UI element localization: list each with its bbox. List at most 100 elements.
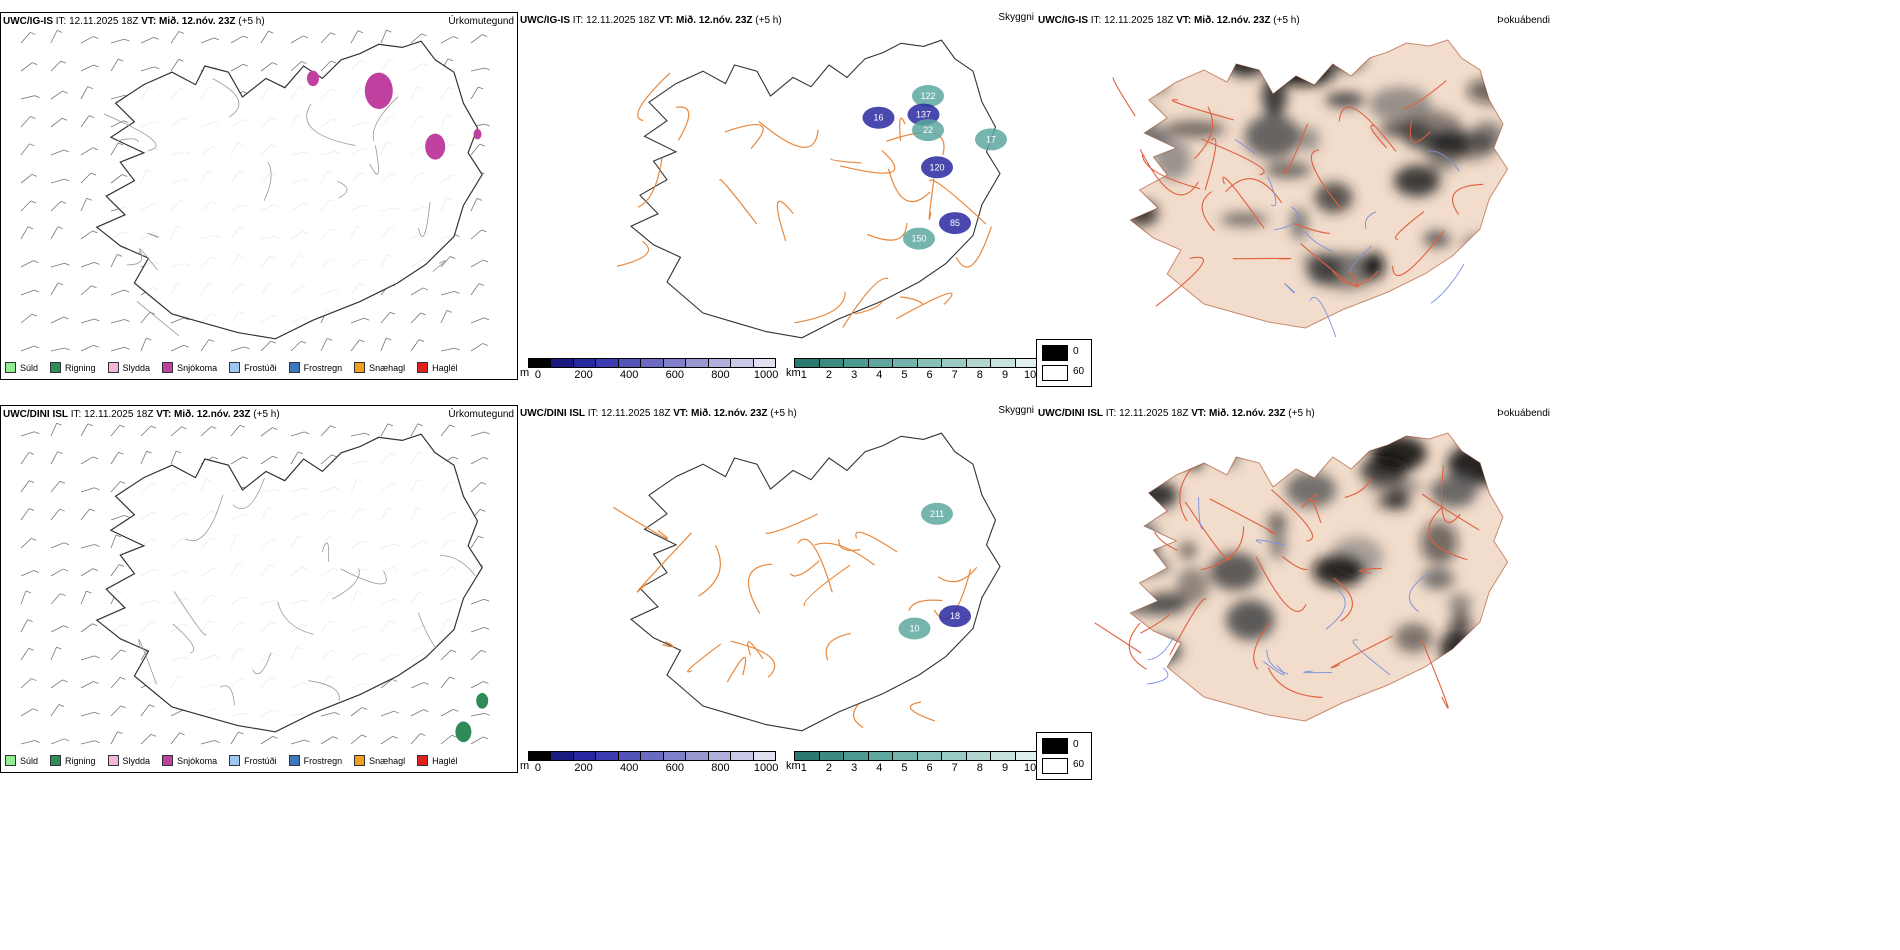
panel-type: Úrkomutegund xyxy=(448,16,514,27)
precip-legend: Súld Rigning Slydda Snjókoma Frostúði Frostre… xyxy=(5,755,458,766)
legend-item: Rigning xyxy=(50,362,96,373)
colorbar-bin xyxy=(686,752,709,760)
colorbar-tick-label: 8 xyxy=(976,369,983,380)
colorbar-tick-label: 0 xyxy=(534,369,541,380)
fog-legend-swatch xyxy=(1042,365,1068,381)
colorbar-tick-label: 2 xyxy=(825,369,833,380)
panel-type: Þokuábendi xyxy=(1497,408,1550,419)
precip-map-row2 xyxy=(20,422,490,745)
colorbar-bin xyxy=(819,359,844,367)
visibility-value-label: 137 xyxy=(916,110,931,120)
visibility-value-label: 150 xyxy=(911,234,926,244)
iceland-coastline xyxy=(629,432,1001,732)
colorbar-tick-label: 4 xyxy=(876,369,883,380)
roads xyxy=(138,477,476,706)
colorbar-tick-label: 1 xyxy=(800,369,807,380)
visibility-areas: 122 137 22 120 150 85 17 16 xyxy=(862,85,1007,250)
colorbar-strip xyxy=(528,358,776,368)
colorbar-tick-label: 8 xyxy=(976,762,983,773)
fog-legend-swatch xyxy=(1042,345,1068,361)
colorbar-tick-label: 800 xyxy=(711,762,730,773)
distance-colorbar: km 1 2 3 4 5 6 7 8 9 10 xyxy=(786,751,1036,773)
legend-label: Rigning xyxy=(65,362,96,373)
legend-item: Frostregn xyxy=(288,362,343,373)
colorbar-bin xyxy=(991,359,1016,367)
colorbar-tick-label: 400 xyxy=(619,762,639,773)
legend-label: Frostregn xyxy=(303,755,343,766)
visibility-areas: 211 18 10 xyxy=(898,502,971,640)
colorbar-bin xyxy=(819,752,844,760)
colorbar-bin xyxy=(731,359,754,367)
fog-legend-swatch xyxy=(1042,758,1068,774)
colorbar-tick-label: 3 xyxy=(851,369,858,380)
colorbar-bin xyxy=(1015,359,1036,367)
legend-label: Súld xyxy=(20,362,39,373)
legend-swatch xyxy=(229,755,241,766)
legend-label: Haglél xyxy=(432,755,458,766)
panel-title: UWC/IG-IS IT: 12.11.2025 18Z VT: Mið. 12… xyxy=(520,15,782,26)
roads xyxy=(612,506,978,729)
panel-type: Skyggni xyxy=(998,12,1034,23)
colorbar-bin xyxy=(551,752,574,760)
colorbar-tick-label: 5 xyxy=(901,369,908,380)
legend-item: Frostregn xyxy=(288,755,343,766)
legend-item: Snjókoma xyxy=(162,755,217,766)
colorbar-bin xyxy=(942,752,967,760)
legend-label: Snæhagl xyxy=(369,362,406,373)
colorbar-bin xyxy=(551,359,574,367)
colorbar-bin xyxy=(966,359,991,367)
colorbar-bin xyxy=(917,359,942,367)
colorbar-bin xyxy=(618,359,642,367)
iceland-coastline xyxy=(95,40,483,340)
legend-label: Haglél xyxy=(432,362,458,373)
legend-item: Frostúði xyxy=(229,362,277,373)
legend-swatch xyxy=(288,755,300,766)
colorbar-tick-label: 1 xyxy=(800,762,807,773)
roads xyxy=(1112,77,1484,307)
legend-item: Slydda xyxy=(107,362,150,373)
colorbar-strip xyxy=(794,358,1036,368)
legend-label: Snjókoma xyxy=(177,362,218,373)
visibility-map-row1: 122 137 22 120 150 85 17 16 xyxy=(616,39,1007,339)
colorbar-tick-label: 9 xyxy=(1001,369,1009,380)
colorbar-bin xyxy=(753,359,775,367)
legend-item: Súld xyxy=(5,362,38,373)
panel-title: UWC/IG-IS IT: 12.11.2025 18Z VT: Mið. 12… xyxy=(3,16,265,27)
legend-item: Snæhagl xyxy=(354,362,405,373)
rivers xyxy=(1147,497,1428,685)
colorbar-strip xyxy=(528,751,776,761)
panel-title: UWC/DINI ISL IT: 12.11.2025 18Z VT: Mið.… xyxy=(3,409,280,420)
colorbar-strip xyxy=(794,751,1036,761)
visibility-panel-row1: 122 137 22 120 150 85 17 16 UWC/IG-IS IT: 12.11… xyxy=(518,12,1036,380)
visibility-value-label: 18 xyxy=(950,611,960,621)
fog-legend-swatch xyxy=(1042,738,1068,754)
colorbar-bin xyxy=(1015,752,1036,760)
iceland-coastline xyxy=(629,39,1001,339)
colorbar-tick-label: 3 xyxy=(851,762,858,773)
rivers xyxy=(1234,138,1465,337)
colorbar-bin xyxy=(795,752,820,760)
fog-shading xyxy=(1130,40,1508,291)
colorbar-tick-label: 200 xyxy=(574,762,593,773)
colorbar-tick-label: 6 xyxy=(926,762,933,773)
visibility-value-label: 22 xyxy=(923,125,933,135)
distance-colorbar: km 1 2 3 4 5 6 7 8 9 10 xyxy=(786,358,1036,380)
colorbar-tick-label: 6 xyxy=(926,369,933,380)
legend-swatch xyxy=(107,755,119,766)
colorbar-tick-label: 10 xyxy=(1024,762,1036,773)
colorbar-tick-label: 1000 xyxy=(753,762,779,773)
legend-swatch xyxy=(288,362,300,373)
colorbar-bin xyxy=(641,359,664,367)
colorbar-bin xyxy=(795,359,820,367)
colorbar-bin xyxy=(731,752,754,760)
colorbar-tick-label: 800 xyxy=(711,369,730,380)
roads xyxy=(1094,465,1480,709)
legend-label: Frostregn xyxy=(303,362,343,373)
precip-legend: Súld Rigning Slydda Snjókoma Frostúði Frostre… xyxy=(5,362,458,373)
legend-item: Súld xyxy=(5,755,38,766)
legend-swatch xyxy=(417,362,429,373)
colorbar-bin xyxy=(529,752,552,760)
fog-legend-label: 60 xyxy=(1073,366,1085,377)
colorbar-unit: m xyxy=(520,367,530,379)
colorbar-bin xyxy=(708,752,732,760)
